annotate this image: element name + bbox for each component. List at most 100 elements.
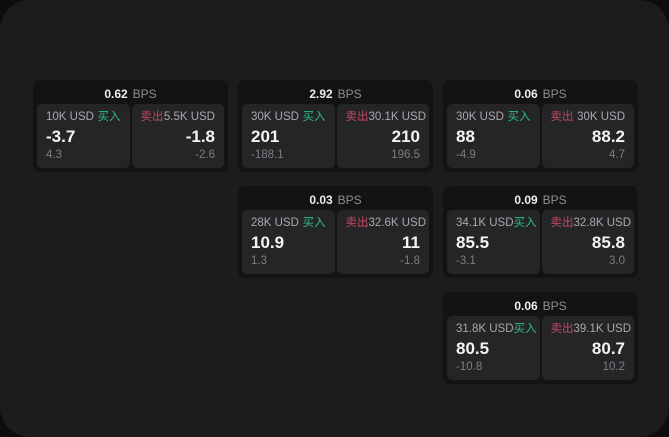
bps-value: 0.09 <box>514 193 538 207</box>
buy-delta: -188.1 <box>251 148 284 161</box>
quote-panels: 31.8K USD 买入 80.5 -10.8 卖出 39.1K USD 80.… <box>447 316 634 380</box>
buy-top-row: 30K USD 买入 <box>456 111 531 124</box>
buy-delta: 1.3 <box>251 254 267 267</box>
sell-price: -1.8 <box>185 127 215 146</box>
sell-top-row: 卖出 32.6K USD <box>345 217 427 230</box>
card-header: 2.92 BPS <box>242 84 429 104</box>
buy-amount: 28K USD <box>251 217 299 229</box>
sell-panel[interactable]: 卖出 39.1K USD 80.7 10.2 <box>541 316 634 380</box>
sell-delta: -1.8 <box>400 254 420 267</box>
sell-label: 卖出 <box>140 111 164 123</box>
quote-card: 0.62 BPS 10K USD 买入 -3.7 4.3 卖出 5.5K USD <box>33 80 228 172</box>
buy-price: 10.9 <box>251 233 285 252</box>
sell-price: 80.7 <box>591 339 625 358</box>
buy-price: -3.7 <box>46 127 76 146</box>
buy-top-row: 30K USD 买入 <box>251 111 326 124</box>
quote-panels: 30K USD 买入 88 -4.9 卖出 30K USD 88.2 4.7 <box>447 104 634 168</box>
sell-label: 卖出 <box>550 111 574 123</box>
sell-delta: -2.6 <box>195 148 215 161</box>
buy-price: 80.5 <box>456 339 490 358</box>
sell-top-row: 卖出 30K USD <box>550 111 626 124</box>
sell-delta: 4.7 <box>609 148 625 161</box>
sell-top-row: 卖出 5.5K USD <box>140 111 216 124</box>
sell-label: 卖出 <box>550 323 574 335</box>
quote-panels: 10K USD 买入 -3.7 4.3 卖出 5.5K USD -1.8 -2.… <box>37 104 224 168</box>
sell-delta: 3.0 <box>609 254 625 267</box>
buy-amount: 30K USD <box>251 111 299 123</box>
buy-price: 88 <box>456 127 475 146</box>
buy-label: 买入 <box>97 111 121 123</box>
card-header: 0.62 BPS <box>37 84 224 104</box>
buy-price: 85.5 <box>456 233 490 252</box>
sell-top-row: 卖出 32.8K USD <box>551 217 632 230</box>
buy-amount: 34.1K USD <box>456 217 514 229</box>
buy-panel[interactable]: 10K USD 买入 -3.7 4.3 <box>37 104 130 168</box>
sell-amount: 30K USD <box>577 111 625 123</box>
buy-amount: 30K USD <box>456 111 504 123</box>
card-header: 0.03 BPS <box>242 190 429 210</box>
buy-top-row: 31.8K USD 买入 <box>456 323 537 336</box>
buy-top-row: 10K USD 买入 <box>46 111 121 124</box>
sell-amount: 32.8K USD <box>573 217 632 229</box>
bps-value: 0.06 <box>514 299 538 313</box>
bps-value: 0.06 <box>514 87 538 101</box>
buy-panel[interactable]: 34.1K USD 买入 85.5 -3.1 <box>447 210 540 274</box>
bps-unit: BPS <box>337 87 362 101</box>
quote-grid: 0.62 BPS 10K USD 买入 -3.7 4.3 卖出 5.5K USD <box>33 80 638 384</box>
quote-card: 0.03 BPS 28K USD 买入 10.9 1.3 卖出 32.6K US… <box>238 186 433 278</box>
buy-amount: 31.8K USD <box>456 323 514 335</box>
sell-amount: 39.1K USD <box>573 323 632 335</box>
sell-panel[interactable]: 卖出 30K USD 88.2 4.7 <box>541 104 634 168</box>
buy-delta: -10.8 <box>456 360 483 373</box>
quote-card: 0.06 BPS 31.8K USD 买入 80.5 -10.8 卖出 39.1… <box>443 292 638 384</box>
sell-panel[interactable]: 卖出 30.1K USD 210 196.5 <box>336 104 429 168</box>
bps-value: 0.03 <box>309 193 333 207</box>
quote-panels: 28K USD 买入 10.9 1.3 卖出 32.6K USD 11 -1.8 <box>242 210 429 274</box>
buy-label: 买入 <box>507 111 531 123</box>
buy-top-row: 34.1K USD 买入 <box>456 217 537 230</box>
sell-label: 卖出 <box>345 217 369 229</box>
sell-price: 88.2 <box>591 127 625 146</box>
buy-label: 买入 <box>513 217 537 229</box>
bps-unit: BPS <box>542 193 567 207</box>
buy-delta: 4.3 <box>46 148 62 161</box>
card-header: 0.06 BPS <box>447 296 634 316</box>
bps-unit: BPS <box>542 87 567 101</box>
sell-panel[interactable]: 卖出 32.8K USD 85.8 3.0 <box>541 210 634 274</box>
sell-price: 85.8 <box>591 233 625 252</box>
buy-price: 201 <box>251 127 280 146</box>
bps-value: 2.92 <box>309 87 333 101</box>
bps-value: 0.62 <box>104 87 128 101</box>
buy-panel[interactable]: 28K USD 买入 10.9 1.3 <box>242 210 335 274</box>
buy-panel[interactable]: 30K USD 买入 88 -4.9 <box>447 104 540 168</box>
sell-top-row: 卖出 39.1K USD <box>550 323 632 336</box>
buy-delta: -4.9 <box>456 148 476 161</box>
quote-card: 2.92 BPS 30K USD 买入 201 -188.1 卖出 30.1K … <box>238 80 433 172</box>
bps-unit: BPS <box>132 87 157 101</box>
buy-top-row: 28K USD 买入 <box>251 217 326 230</box>
sell-top-row: 卖出 30.1K USD <box>345 111 427 124</box>
quote-card: 0.09 BPS 34.1K USD 买入 85.5 -3.1 卖出 32.8K… <box>443 186 638 278</box>
bps-unit: BPS <box>337 193 362 207</box>
sell-panel[interactable]: 卖出 32.6K USD 11 -1.8 <box>336 210 429 274</box>
sell-panel[interactable]: 卖出 5.5K USD -1.8 -2.6 <box>131 104 224 168</box>
sell-amount: 32.6K USD <box>368 217 427 229</box>
buy-label: 买入 <box>302 217 326 229</box>
sell-label: 卖出 <box>345 111 369 123</box>
sell-amount: 5.5K USD <box>163 111 215 123</box>
sell-amount: 30.1K USD <box>368 111 427 123</box>
buy-panel[interactable]: 30K USD 买入 201 -188.1 <box>242 104 335 168</box>
buy-delta: -3.1 <box>456 254 476 267</box>
sell-delta: 196.5 <box>391 148 420 161</box>
quote-card: 0.06 BPS 30K USD 买入 88 -4.9 卖出 30K USD <box>443 80 638 172</box>
sell-price: 11 <box>402 233 420 252</box>
card-header: 0.06 BPS <box>447 84 634 104</box>
quote-panels: 34.1K USD 买入 85.5 -3.1 卖出 32.8K USD 85.8… <box>447 210 634 274</box>
quote-panels: 30K USD 买入 201 -188.1 卖出 30.1K USD 210 1… <box>242 104 429 168</box>
buy-panel[interactable]: 31.8K USD 买入 80.5 -10.8 <box>447 316 540 380</box>
sell-price: 210 <box>391 127 420 146</box>
buy-label: 买入 <box>302 111 326 123</box>
buy-amount: 10K USD <box>46 111 94 123</box>
sell-delta: 10.2 <box>602 360 625 373</box>
